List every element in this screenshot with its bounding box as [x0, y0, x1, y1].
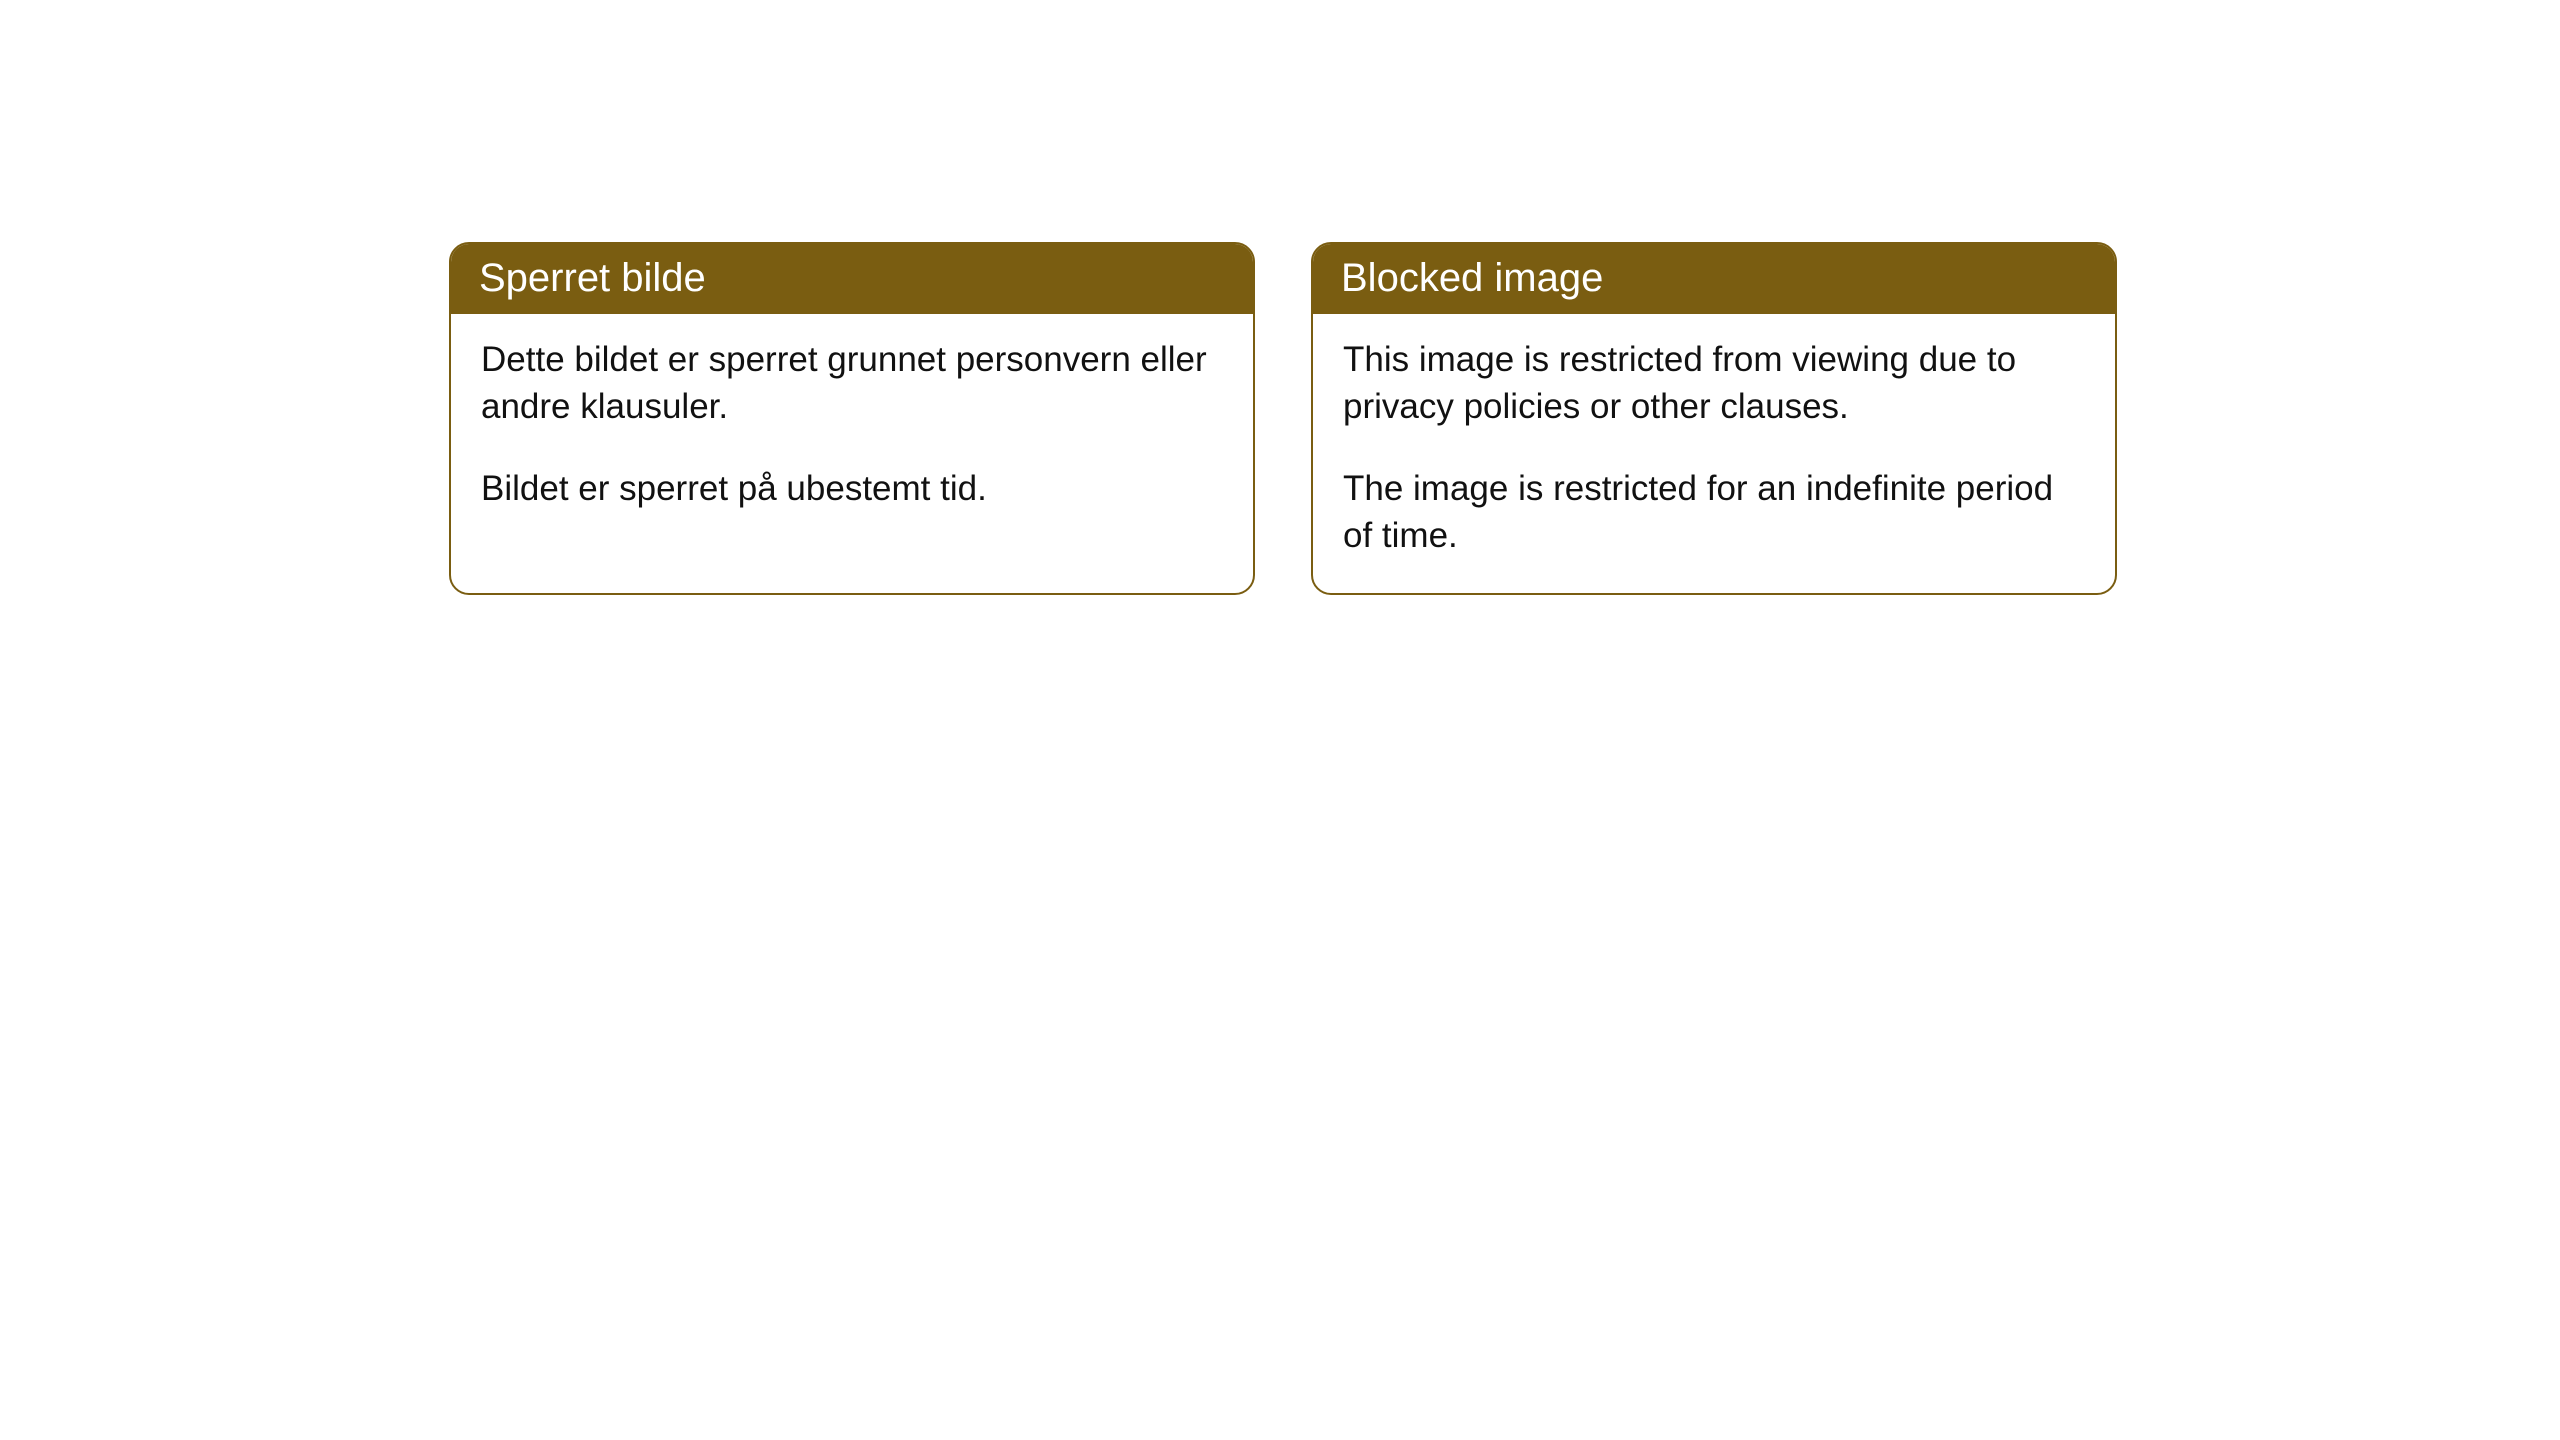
notice-card-norwegian: Sperret bilde Dette bildet er sperret gr… [449, 242, 1255, 595]
card-paragraph: Bildet er sperret på ubestemt tid. [481, 465, 1223, 512]
card-body: Dette bildet er sperret grunnet personve… [451, 314, 1253, 546]
card-paragraph: The image is restricted for an indefinit… [1343, 465, 2085, 560]
card-paragraph: Dette bildet er sperret grunnet personve… [481, 336, 1223, 431]
notice-cards-container: Sperret bilde Dette bildet er sperret gr… [0, 0, 2560, 595]
card-header: Blocked image [1313, 244, 2115, 314]
card-header: Sperret bilde [451, 244, 1253, 314]
notice-card-english: Blocked image This image is restricted f… [1311, 242, 2117, 595]
card-paragraph: This image is restricted from viewing du… [1343, 336, 2085, 431]
card-body: This image is restricted from viewing du… [1313, 314, 2115, 593]
